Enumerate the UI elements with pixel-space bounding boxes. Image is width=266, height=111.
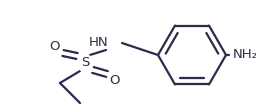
Text: HN: HN <box>88 37 108 50</box>
Text: O: O <box>110 74 120 87</box>
Text: NH₂: NH₂ <box>233 49 258 61</box>
Text: S: S <box>81 56 89 69</box>
Text: O: O <box>50 40 60 53</box>
